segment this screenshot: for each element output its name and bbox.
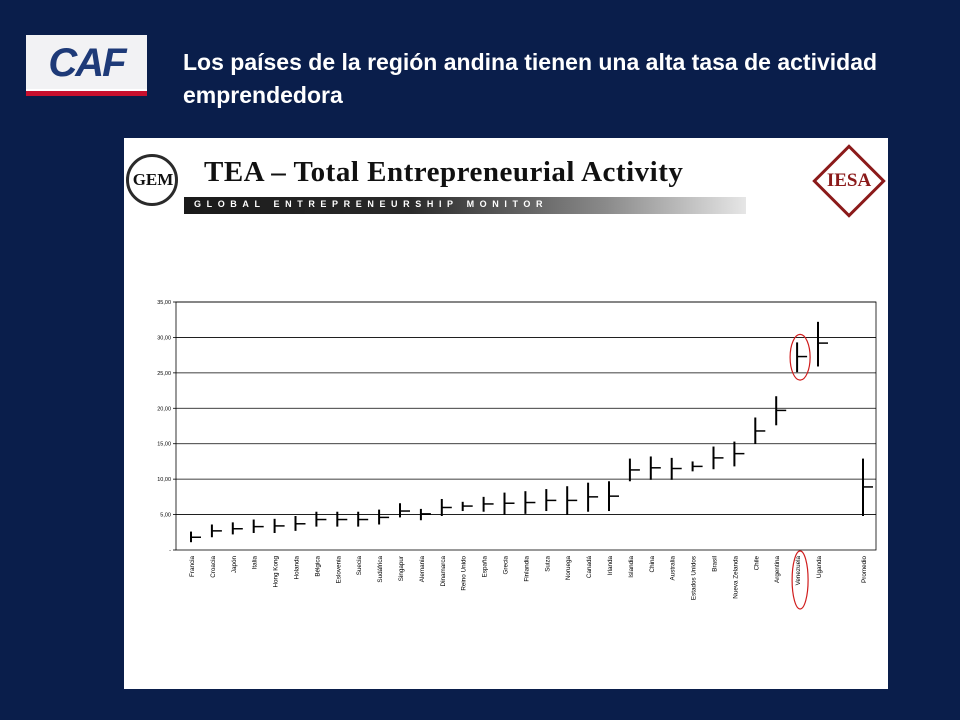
x-tick-label: Reino Unido [461,556,468,591]
tea-chart: - 5,00 10,00 15,00 20,00 25,00 30,00 35,00 Franc… [157,300,877,610]
gem-logo-text: GEM [132,170,174,189]
x-tick-label: Islandia [628,556,635,578]
caf-logo-red-stripe [26,91,147,96]
iesa-logo: IESA [810,142,888,220]
y-tick-label: 35,00 [157,300,171,306]
x-tick-label: Croacia [210,556,217,578]
x-tick-label: Brasil [712,556,719,572]
y-tick-label: 10,00 [157,477,171,483]
x-tick-label: China [649,556,656,573]
x-tick-label: Francia [189,556,196,577]
x-tick-label: Dinamarca [440,556,447,587]
iesa-logo-text: IESA [826,170,872,191]
y-tick-label: - [169,548,171,554]
highlight-oval [789,333,811,381]
gem-strip: GLOBAL ENTREPRENEURSHIP MONITOR [184,197,746,214]
x-tick-label: Singapur [398,556,405,581]
x-tick-label: Canadá [586,556,593,579]
x-tick-label: Japón [231,556,238,574]
x-tick-label: Nueva Zelanda [732,556,739,599]
x-tick-label: Italia [252,556,259,570]
x-tick-label: Venezuela [795,556,802,586]
caf-logo: CAF [26,35,147,96]
x-tick-label: Estados Unidos [691,556,698,600]
highlight-oval [791,550,809,610]
y-tick-label: 25,00 [157,371,171,377]
x-tick-label: España [482,556,489,578]
x-tick-label: Noruega [565,556,572,581]
slide-title: Los países de la región andina tienen un… [183,49,878,108]
x-tick-label: Grecia [503,556,510,575]
y-tick-label: 30,00 [157,335,171,341]
x-tick-label: Holanda [294,556,301,580]
x-tick-label: Argentina [774,556,781,583]
x-tick-label: Finlandia [523,556,530,582]
gem-strip-text: GLOBAL ENTREPRENEURSHIP MONITOR [194,199,549,209]
x-tick-label: Alemania [419,556,426,583]
gem-banner: GEM TEA – Total Entrepreneurial Activity… [124,138,746,214]
x-tick-label: Hong Kong [273,556,280,588]
x-tick-label: Suecia [356,556,363,576]
y-tick-label: 5,00 [160,513,171,519]
x-tick-label: Uganda [816,556,823,579]
caf-logo-band [26,35,147,89]
chart-title: TEA – Total Entrepreneurial Activity [204,156,684,188]
content-panel: GEM TEA – Total Entrepreneurial Activity… [124,138,888,689]
x-tick-label: Eslovenia [335,556,342,584]
gem-logo: GEM [124,150,184,214]
gem-logo-ring [126,154,178,206]
x-tick-label: Australia [670,556,677,581]
y-tick-label: 20,00 [157,406,171,412]
y-tick-label: 15,00 [157,442,171,448]
x-tick-label: Chile [753,556,760,571]
x-tick-label: Promedio [861,556,868,583]
x-tick-label: Irlanda [607,556,614,576]
caf-logo-text: CAF [48,41,126,85]
x-tick-label: Suiza [544,556,551,572]
x-tick-label: Bélgica [314,556,321,577]
x-tick-label: Sudáfrica [377,556,384,583]
